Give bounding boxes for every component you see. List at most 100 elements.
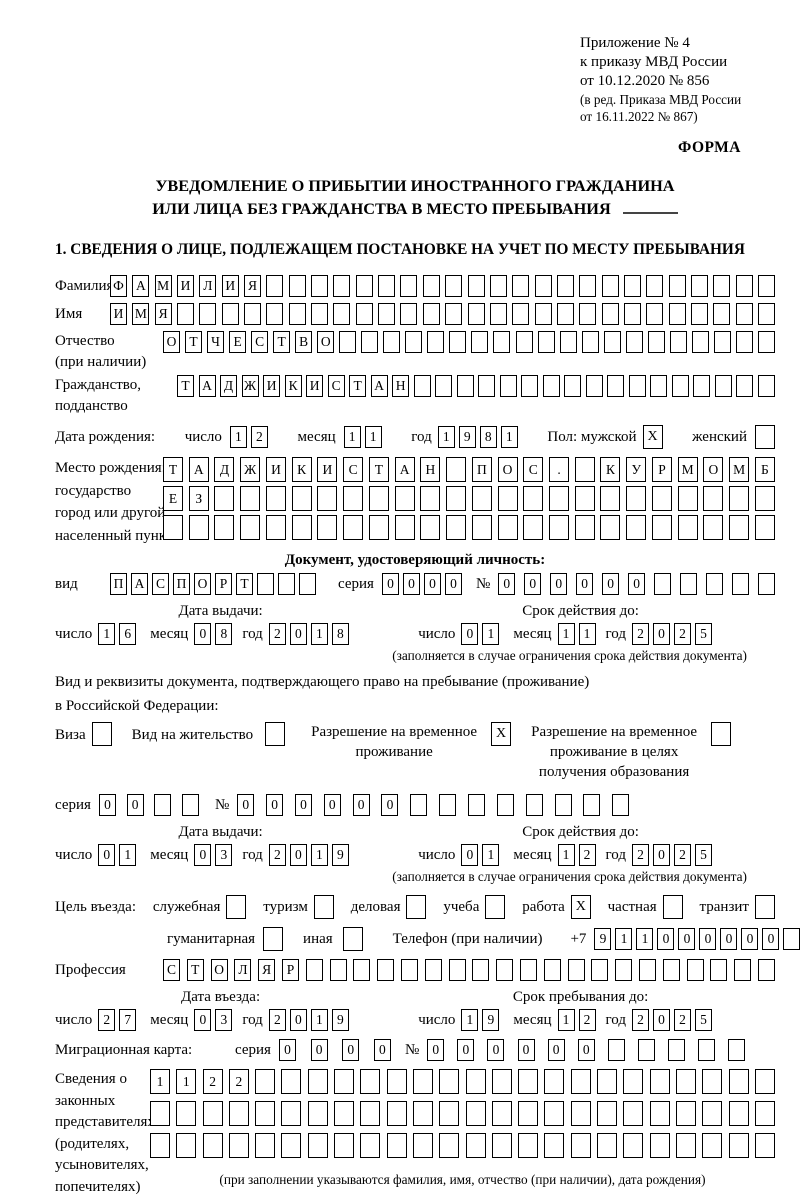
char-cell[interactable] (150, 1101, 170, 1126)
char-cell[interactable] (202, 1133, 223, 1158)
char-cell[interactable] (754, 1133, 775, 1158)
char-cell[interactable] (491, 1101, 512, 1126)
char-cell[interactable]: 0 (381, 573, 399, 595)
char-cell[interactable]: Т (273, 331, 291, 353)
char-cell[interactable] (757, 303, 775, 325)
char-cell[interactable]: 0 (720, 928, 738, 950)
char-cell[interactable]: Я (154, 303, 172, 325)
char-cell[interactable] (493, 331, 511, 353)
char-cell[interactable]: 0 (741, 928, 759, 950)
char-cell[interactable] (181, 794, 199, 816)
char-cell[interactable]: 1 (310, 844, 328, 866)
char-cell[interactable] (471, 331, 489, 353)
char-cell[interactable]: Ж (240, 457, 261, 482)
char-cell[interactable] (329, 959, 347, 981)
char-cell[interactable] (386, 1133, 407, 1158)
char-cell[interactable] (668, 303, 686, 325)
char-cell[interactable] (489, 303, 507, 325)
char-cell[interactable] (579, 303, 597, 325)
char-cell[interactable] (706, 573, 723, 595)
char-cell[interactable]: 0 (444, 573, 462, 595)
char-cell[interactable] (468, 794, 485, 816)
char-cell[interactable] (339, 331, 357, 353)
purpose-humanitarian-checkbox[interactable] (263, 927, 284, 951)
char-cell[interactable] (471, 486, 492, 511)
char-cell[interactable]: 1 (557, 1009, 575, 1031)
char-cell[interactable]: 2 (268, 844, 286, 866)
char-cell[interactable] (734, 959, 752, 981)
char-cell[interactable] (549, 515, 570, 540)
char-cell[interactable]: 0 (323, 794, 341, 816)
char-cell[interactable] (521, 375, 539, 397)
char-cell[interactable] (736, 375, 754, 397)
char-cell[interactable] (288, 303, 306, 325)
char-cell[interactable] (202, 1101, 223, 1126)
char-cell[interactable]: 2 (632, 1009, 649, 1031)
char-cell[interactable]: 6 (119, 623, 137, 645)
char-cell[interactable] (497, 486, 518, 511)
char-cell[interactable] (567, 959, 585, 981)
purpose-business-checkbox[interactable] (406, 895, 427, 919)
char-cell[interactable]: 8 (331, 623, 349, 645)
char-cell[interactable] (394, 515, 415, 540)
char-cell[interactable]: М (154, 275, 172, 297)
char-cell[interactable]: 0 (266, 794, 284, 816)
char-cell[interactable]: К (291, 457, 312, 482)
char-cell[interactable] (675, 1101, 696, 1126)
char-cell[interactable] (449, 331, 467, 353)
char-cell[interactable]: 1 (557, 844, 575, 866)
char-cell[interactable] (305, 959, 323, 981)
char-cell[interactable]: 0 (498, 573, 516, 595)
char-cell[interactable] (574, 515, 595, 540)
char-cell[interactable] (228, 1101, 249, 1126)
char-cell[interactable]: Ч (207, 331, 225, 353)
char-cell[interactable] (597, 1133, 618, 1158)
char-cell[interactable] (445, 303, 463, 325)
char-cell[interactable] (255, 1069, 276, 1094)
char-cell[interactable] (400, 303, 418, 325)
char-cell[interactable]: А (132, 275, 150, 297)
char-cell[interactable] (353, 959, 371, 981)
char-cell[interactable]: Д (220, 375, 238, 397)
char-cell[interactable] (754, 515, 775, 540)
char-cell[interactable] (612, 794, 630, 816)
char-cell[interactable] (601, 303, 619, 325)
char-cell[interactable] (266, 275, 284, 297)
char-cell[interactable]: О (163, 331, 180, 353)
char-cell[interactable] (288, 275, 306, 297)
char-cell[interactable] (728, 1069, 749, 1094)
char-cell[interactable] (497, 515, 518, 540)
char-cell[interactable]: 2 (674, 623, 691, 645)
char-cell[interactable]: Р (281, 959, 299, 981)
char-cell[interactable] (570, 1069, 591, 1094)
char-cell[interactable]: 2 (578, 1009, 596, 1031)
char-cell[interactable] (154, 794, 172, 816)
char-cell[interactable]: 1 (229, 426, 247, 448)
char-cell[interactable] (317, 515, 338, 540)
char-cell[interactable] (625, 331, 643, 353)
char-cell[interactable] (693, 375, 711, 397)
char-cell[interactable] (394, 486, 415, 511)
char-cell[interactable]: 7 (119, 1009, 137, 1031)
char-cell[interactable] (465, 1133, 486, 1158)
char-cell[interactable] (334, 1069, 355, 1094)
char-cell[interactable] (581, 331, 599, 353)
char-cell[interactable] (544, 1133, 565, 1158)
char-cell[interactable] (360, 1069, 381, 1094)
char-cell[interactable] (299, 573, 316, 595)
char-cell[interactable] (783, 928, 800, 950)
char-cell[interactable]: Н (420, 457, 441, 482)
char-cell[interactable] (754, 1069, 775, 1094)
char-cell[interactable]: Д (214, 457, 235, 482)
char-cell[interactable]: 0 (381, 794, 399, 816)
char-cell[interactable] (728, 1133, 749, 1158)
char-cell[interactable] (757, 573, 775, 595)
char-cell[interactable] (281, 1101, 302, 1126)
char-cell[interactable] (570, 1133, 591, 1158)
char-cell[interactable]: С (163, 959, 180, 981)
sex-female-checkbox[interactable] (755, 425, 775, 449)
char-cell[interactable]: 0 (278, 1039, 296, 1061)
char-cell[interactable]: Н (392, 375, 410, 397)
char-cell[interactable]: 8 (215, 623, 233, 645)
char-cell[interactable]: 1 (364, 426, 382, 448)
